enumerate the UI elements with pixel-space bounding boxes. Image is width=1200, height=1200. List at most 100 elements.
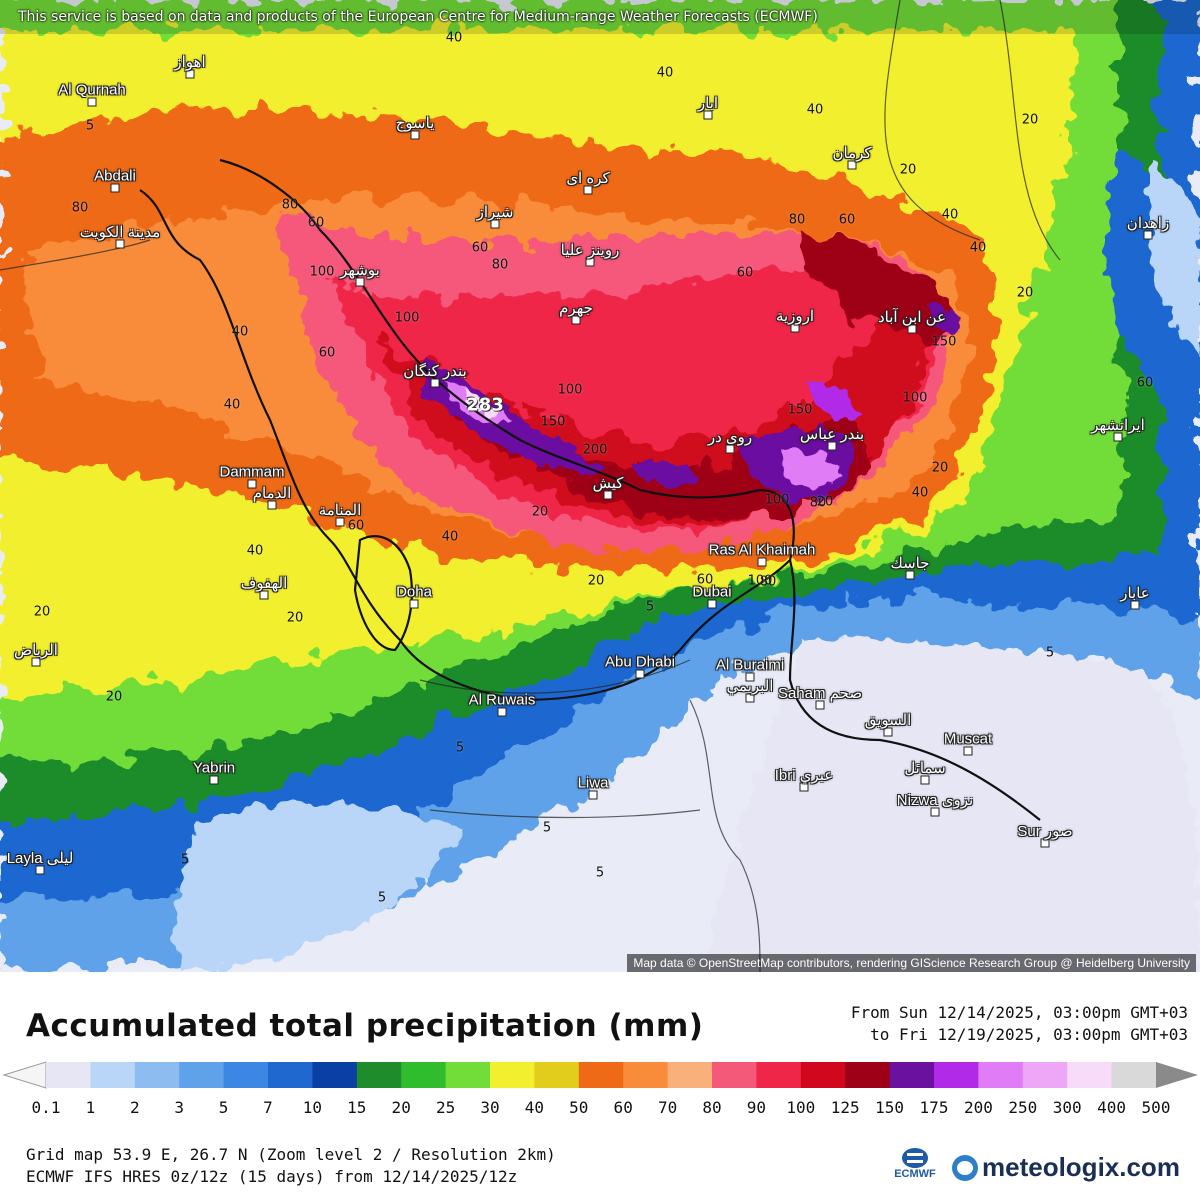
city-label[interactable]: كيش (592, 475, 624, 492)
scale-color-cell (223, 1062, 269, 1088)
contour-label: 150 (787, 402, 813, 418)
contour-label: 150 (931, 334, 957, 350)
city-label[interactable]: Sur صور (1017, 823, 1073, 840)
scale-tick-label: 70 (657, 1098, 678, 1117)
city-label[interactable]: Abdali (94, 167, 136, 185)
scale-color-cell (712, 1062, 757, 1088)
scale-tick-label: 7 (263, 1098, 273, 1117)
contour-label: 200 (582, 442, 608, 458)
city-label[interactable]: مدينة الكويت (79, 224, 161, 241)
contour-label: 80 (281, 197, 299, 213)
city-label[interactable]: الرياض (14, 642, 58, 659)
city-marker (603, 490, 613, 500)
city-marker (267, 500, 277, 510)
scale-tick-label: 80 (702, 1098, 722, 1117)
city-label[interactable]: السويق (864, 712, 912, 729)
scale-color-cell (46, 1062, 91, 1088)
contour-label: 80 (788, 212, 806, 228)
contour-label: 20 (587, 573, 605, 589)
contour-label: 80 (71, 200, 89, 216)
contour-label: 20 (931, 460, 949, 476)
city-label[interactable]: Abu Dhabi (604, 653, 676, 671)
city-label[interactable]: Yabrin (192, 759, 236, 777)
scale-color-cell (623, 1062, 669, 1088)
model-line: ECMWF IFS HRES 0z/12z (15 days) from 12/… (26, 1167, 518, 1186)
city-label[interactable]: كرمان (832, 145, 872, 162)
city-label[interactable]: الهفوف (240, 575, 288, 592)
city-label[interactable]: اهواز (174, 54, 206, 71)
city-label[interactable]: روينز عليا (560, 242, 620, 259)
city-label[interactable]: روى در (707, 429, 753, 446)
city-label[interactable]: بندر عباس (799, 426, 865, 443)
scale-tick-label: 100 (786, 1098, 816, 1117)
city-label[interactable]: Al Buraimi (715, 656, 785, 674)
contour-label: 80 (809, 495, 827, 511)
city-label[interactable]: جهرم (559, 300, 593, 317)
scale-color-cell (978, 1062, 1024, 1088)
contour-label: 80 (491, 257, 509, 273)
contour-label: 60 (318, 345, 336, 361)
scale-tick-label: 25 (435, 1098, 456, 1117)
city-label[interactable]: Ras Al Khaimah (708, 541, 816, 559)
city-label[interactable]: الدمام (252, 485, 292, 502)
city-label[interactable]: Ibri عبري (774, 767, 834, 784)
city-label[interactable]: البريمي (726, 678, 774, 695)
map-attribution[interactable]: Map data © OpenStreetMap contributors, r… (627, 954, 1196, 972)
scale-tick-label: 10 (302, 1098, 323, 1117)
city-label[interactable]: شيراز (476, 204, 514, 221)
scale-max-arrow (1156, 1062, 1198, 1088)
city-marker (409, 599, 419, 609)
scale-color-cell (401, 1062, 447, 1088)
city-label[interactable]: Muscat (943, 730, 993, 748)
city-label[interactable]: عابار (1120, 585, 1150, 602)
city-label[interactable]: جاسك (890, 555, 930, 572)
city-label[interactable]: Al Ruwais (468, 691, 536, 709)
city-label[interactable]: Layla ليلى (6, 850, 74, 867)
city-label[interactable]: ياسوج (395, 115, 435, 132)
city-marker (247, 479, 257, 489)
ecmwf-logo[interactable]: ECMWF (890, 1148, 940, 1180)
city-marker (585, 257, 595, 267)
contour-label: 40 (445, 30, 463, 46)
city-label[interactable]: Al Qurnah (58, 81, 126, 99)
scale-color-cell (312, 1062, 358, 1088)
city-label[interactable]: اروزية (775, 308, 815, 325)
meteologix-logo[interactable]: meteologix.com (952, 1152, 1180, 1183)
scale-tick-label: 200 (963, 1098, 993, 1117)
scale-tick-label: 15 (347, 1098, 367, 1117)
city-label[interactable]: Dammam (219, 463, 285, 481)
contour-label: 40 (246, 543, 264, 559)
contour-label: 100 (902, 390, 928, 406)
scale-color-cell (134, 1062, 180, 1088)
city-marker (745, 693, 755, 703)
city-marker (571, 315, 581, 325)
city-label[interactable]: ايرانشهر (1091, 417, 1145, 434)
city-marker (703, 110, 713, 120)
scale-tick-label: 20 (391, 1098, 411, 1117)
contour-label: 283 (466, 394, 504, 416)
scale-color-cell (356, 1062, 402, 1088)
city-label[interactable]: بوشهر (340, 262, 380, 279)
city-label[interactable]: بندر كنگان (403, 363, 467, 380)
city-label[interactable]: Doha (396, 583, 432, 601)
city-label[interactable]: Liwa (577, 774, 609, 792)
city-label[interactable]: Dubai (692, 583, 732, 601)
color-scale-ticks: 0.1 1 2 3 5 7 10 15 20 25 30 40 50 60 70 80 90 100 125 150 1… (0, 1098, 1200, 1122)
city-label[interactable]: ابار (697, 95, 719, 112)
contour-label: 60 (736, 265, 754, 281)
city-marker (920, 775, 930, 785)
city-label[interactable]: كره اى (566, 170, 610, 187)
city-label[interactable]: زاهدان (1126, 215, 1170, 232)
precipitation-map[interactable]: This service is based on data and produc… (0, 0, 1200, 972)
scale-color-cell (445, 1062, 491, 1088)
city-marker (583, 185, 593, 195)
city-label[interactable]: Nizwa نزوى (896, 792, 974, 809)
scale-tick-label: 300 (1052, 1098, 1082, 1117)
city-label[interactable]: المنامة (318, 502, 362, 519)
city-marker (745, 672, 755, 682)
scale-color-cell (756, 1062, 802, 1088)
grid-line: Grid map 53.9 E, 26.7 N (Zoom level 2 / … (26, 1145, 556, 1164)
city-label[interactable]: Saham صحم (777, 685, 863, 702)
city-label[interactable]: سمائل (904, 760, 946, 777)
city-label[interactable]: عن ابن آباد (877, 309, 947, 326)
